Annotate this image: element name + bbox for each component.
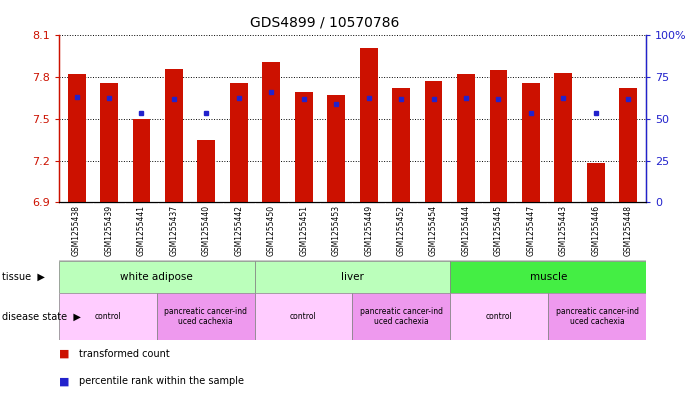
Bar [68,74,86,202]
Bar [100,83,118,202]
Text: white adipose: white adipose [120,272,193,282]
Bar [59,293,157,340]
Bar [157,293,254,340]
Text: GSM1255444: GSM1255444 [462,205,471,257]
Bar [360,48,377,202]
Bar [254,293,352,340]
Text: ■: ■ [59,376,69,386]
Text: GSM1255437: GSM1255437 [169,205,178,257]
Text: GSM1255445: GSM1255445 [494,205,503,257]
Text: GSM1255453: GSM1255453 [332,205,341,257]
Text: disease state  ▶: disease state ▶ [2,311,81,321]
Bar [254,261,451,293]
Text: control: control [486,312,513,321]
Text: tissue  ▶: tissue ▶ [2,272,45,282]
Text: GDS4899 / 10570786: GDS4899 / 10570786 [250,16,399,30]
Text: GSM1255452: GSM1255452 [397,205,406,256]
Text: liver: liver [341,272,364,282]
Bar [548,293,646,340]
Text: GSM1255438: GSM1255438 [72,205,81,256]
Text: pancreatic cancer-ind
uced cachexia: pancreatic cancer-ind uced cachexia [556,307,638,326]
Text: GSM1255448: GSM1255448 [624,205,633,256]
Text: pancreatic cancer-ind
uced cachexia: pancreatic cancer-ind uced cachexia [360,307,443,326]
Bar [133,119,151,202]
Text: GSM1255441: GSM1255441 [137,205,146,256]
Bar [451,293,548,340]
Bar [59,261,254,293]
Text: GSM1255450: GSM1255450 [267,205,276,257]
Bar [352,293,451,340]
Text: GSM1255447: GSM1255447 [527,205,536,257]
Bar [198,140,216,202]
Bar [392,88,410,202]
Bar [230,83,248,202]
Text: muscle: muscle [529,272,567,282]
Text: percentile rank within the sample: percentile rank within the sample [79,376,245,386]
Text: control: control [290,312,317,321]
Bar [587,163,605,202]
Text: ■: ■ [59,349,69,359]
Text: GSM1255449: GSM1255449 [364,205,373,257]
Text: GSM1255440: GSM1255440 [202,205,211,257]
Bar [263,62,281,202]
Text: GSM1255439: GSM1255439 [104,205,113,257]
Bar [328,95,345,202]
Text: control: control [94,312,121,321]
Bar [522,83,540,202]
Bar [295,92,312,202]
Bar [165,69,183,202]
Text: transformed count: transformed count [79,349,170,359]
Text: GSM1255454: GSM1255454 [429,205,438,257]
Text: GSM1255451: GSM1255451 [299,205,308,256]
Text: GSM1255443: GSM1255443 [559,205,568,257]
Bar [457,74,475,202]
Text: pancreatic cancer-ind
uced cachexia: pancreatic cancer-ind uced cachexia [164,307,247,326]
Text: GSM1255442: GSM1255442 [234,205,243,256]
Bar [489,70,507,202]
Bar [619,88,637,202]
Text: GSM1255446: GSM1255446 [591,205,600,257]
Bar [451,261,646,293]
Bar [424,81,442,202]
Bar [554,73,572,202]
